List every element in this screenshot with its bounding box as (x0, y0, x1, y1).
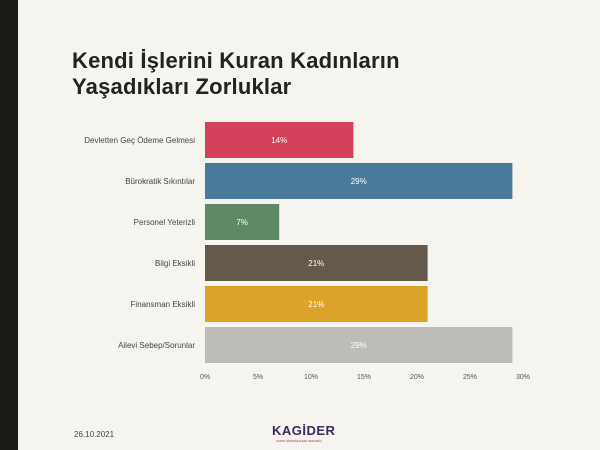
value-label-3: 21% (308, 259, 324, 268)
x-tick-label-6: 30% (516, 374, 530, 381)
bar-5 (205, 327, 513, 363)
x-tick-label-5: 25% (463, 374, 477, 381)
x-tick-label-0: 0% (200, 374, 210, 381)
category-label-1: Bürokratik Sıkıntılar (125, 177, 195, 186)
title-line-1: Kendi İşlerini Kuran Kadınların (72, 48, 400, 73)
bar-0 (205, 122, 354, 158)
category-label-4: Finansman Eksikli (131, 300, 196, 309)
accent-bar (0, 0, 18, 450)
category-label-3: Bilgi Eksikli (155, 259, 195, 268)
category-label-5: Ailevi Sebep/Sorunlar (118, 341, 195, 350)
footer-date: 26.10.2021 (74, 430, 115, 439)
bar-1 (205, 163, 513, 199)
title-line-2: Yaşadıkları Zorluklar (72, 74, 292, 99)
bar-2 (205, 204, 280, 240)
slide-title: Kendi İşlerini Kuran Kadınların Yaşadıkl… (72, 48, 552, 100)
logo-subtext: KADIN GİRİŞİMCİLERİ DERNEĞİ (276, 439, 322, 443)
bar-3 (205, 245, 428, 281)
value-label-0: 14% (271, 136, 287, 145)
value-label-4: 21% (308, 300, 324, 309)
value-label-1: 29% (351, 177, 367, 186)
value-label-5: 29% (351, 341, 367, 350)
value-label-2: 7% (236, 218, 248, 227)
logo-text: KAGİDER (272, 423, 336, 438)
x-tick-label-1: 5% (253, 374, 263, 381)
bar-4 (205, 286, 428, 322)
category-label-2: Personel Yeterizli (134, 218, 196, 227)
x-tick-label-4: 20% (410, 374, 424, 381)
x-tick-label-2: 10% (304, 374, 318, 381)
organization-logo: KAGİDER KADIN GİRİŞİMCİLERİ DERNEĞİ (272, 424, 336, 446)
category-label-0: Devletten Geç Ödeme Gelmesi (84, 136, 195, 145)
x-tick-label-3: 15% (357, 374, 371, 381)
